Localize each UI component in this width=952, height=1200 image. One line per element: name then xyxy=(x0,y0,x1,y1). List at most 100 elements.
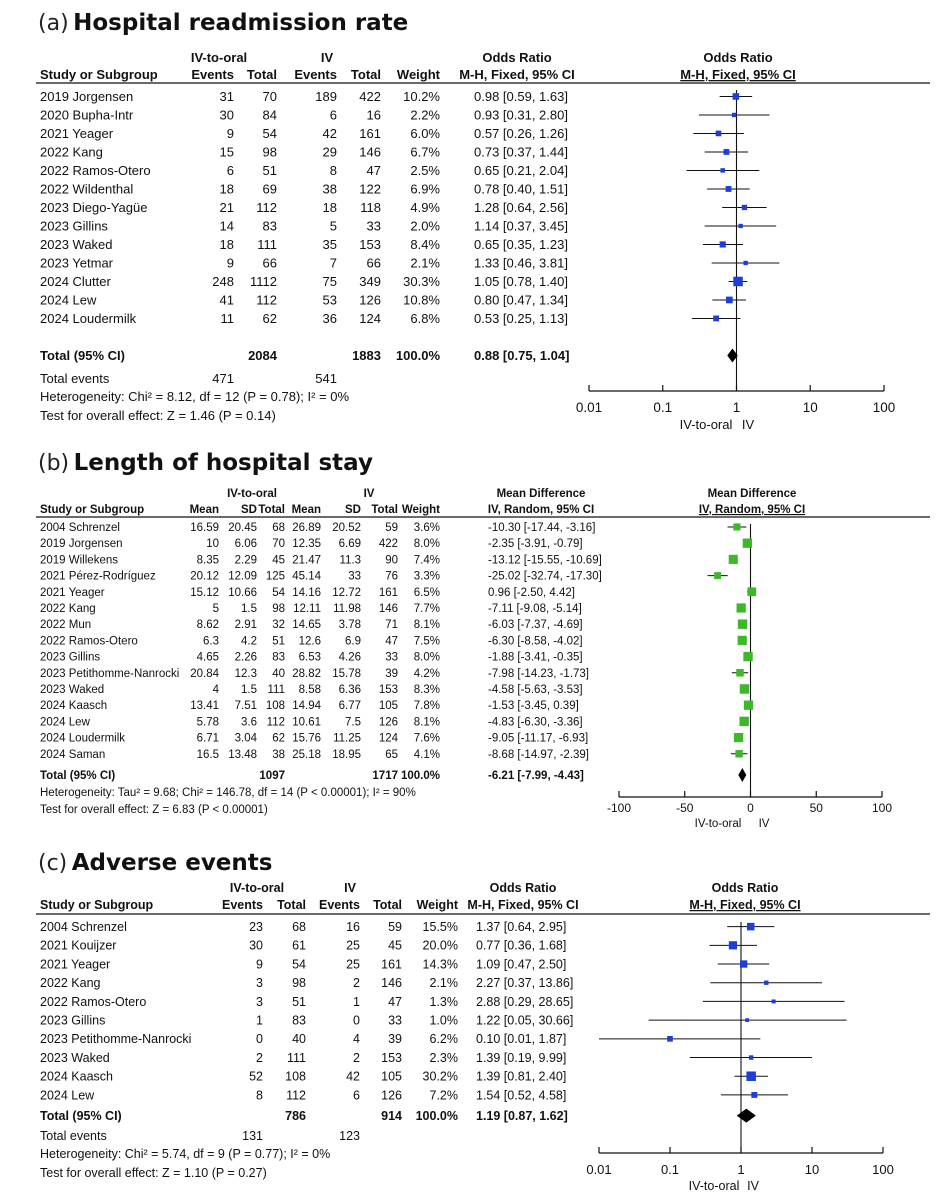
total-1: 51 xyxy=(272,635,285,647)
mean-1: 6.71 xyxy=(197,733,219,745)
total-2: 146 xyxy=(381,976,402,990)
total-label: Total (95% CI) xyxy=(40,348,125,363)
effect-ci-text: 0.77 [0.36, 1.68] xyxy=(476,939,566,953)
study-name: 2023 Gillins xyxy=(40,652,100,664)
panel-name: Adverse events xyxy=(71,850,273,876)
point-estimate-square xyxy=(731,112,737,118)
total-weight: 100.0% xyxy=(396,348,441,363)
point-estimate-square xyxy=(743,700,754,710)
study-weight: 7.5% xyxy=(414,635,440,647)
study-name: 2023 Waked xyxy=(40,237,113,252)
sd-1: 3.6 xyxy=(241,716,257,728)
sd2-column-header: SD xyxy=(345,504,361,516)
study-name: 2021 Pérez-Rodríguez xyxy=(40,571,156,583)
total-1: 111 xyxy=(287,1051,306,1065)
events1-column-header: Events xyxy=(222,898,263,912)
mean-1: 20.84 xyxy=(190,668,219,680)
total-effect-ci: 0.88 [0.75, 1.04] xyxy=(474,348,569,363)
pooled-diamond xyxy=(727,348,738,363)
effect-subheader: M-H, Fixed, 95% CI xyxy=(467,898,578,912)
total-1: 70 xyxy=(263,89,277,104)
effect-ci-text: -9.05 [-11.17, -6.93] xyxy=(488,733,588,745)
plot-subheader: M-H, Fixed, 95% CI xyxy=(680,67,796,82)
x-tick-label: 100 xyxy=(872,801,892,815)
weight-column-header: Weight xyxy=(417,898,459,912)
events-1: 9 xyxy=(227,256,234,271)
events-1: 30 xyxy=(220,108,234,123)
events-2: 16 xyxy=(346,920,360,934)
sd-2: 3.78 xyxy=(339,619,361,631)
total-1: 62 xyxy=(272,733,285,745)
study-weight: 14.3% xyxy=(423,957,458,971)
total-1: 111 xyxy=(268,684,285,696)
sd-1: 20.45 xyxy=(228,522,257,534)
mean-2: 14.16 xyxy=(292,587,321,599)
mean-2: 14.94 xyxy=(292,700,321,712)
total-n-1: 786 xyxy=(285,1109,306,1123)
mean-2: 21.47 xyxy=(292,554,321,566)
forest-plot-length-of-stay: IV-to-oral IV Mean Difference Mean Differen… xyxy=(36,488,930,830)
point-estimate-square xyxy=(739,960,748,968)
group1-header: IV-to-oral xyxy=(191,50,247,65)
total-2: 47 xyxy=(388,995,402,1009)
x-tick-label: 1 xyxy=(737,1162,744,1177)
plot-subheader: M-H, Fixed, 95% CI xyxy=(689,898,800,912)
favours-right-label: IV xyxy=(747,1179,759,1193)
effect-ci-text: -2.35 [-3.91, -0.79] xyxy=(488,538,583,550)
total-1: 54 xyxy=(292,957,306,971)
mean-1: 5.78 xyxy=(197,716,219,728)
study-weight: 7.2% xyxy=(430,1088,459,1102)
total1-column-header: Total xyxy=(277,898,306,912)
study-name: 2022 Kang xyxy=(40,976,101,990)
point-estimate-square xyxy=(736,603,746,613)
mean-1: 20.12 xyxy=(190,571,219,583)
mean-2: 15.76 xyxy=(292,733,321,745)
study-column-header: Study or Subgroup xyxy=(40,67,158,82)
study-name: 2024 Loudermilk xyxy=(40,733,125,745)
point-estimate-square xyxy=(737,619,748,629)
group2-header: IV xyxy=(321,50,334,65)
total-label: Total (95% CI) xyxy=(40,770,115,782)
weight-column-header: Weight xyxy=(402,504,440,516)
study-name: 2022 Ramos-Otero xyxy=(40,163,151,178)
study-name: 2023 Petithomme-Nanrocki xyxy=(40,1032,191,1046)
events-2: 25 xyxy=(346,939,360,953)
effect-ci-text: -7.98 [-14.23, -1.73] xyxy=(488,668,589,680)
overall-effect-text: Test for overall effect: Z = 1.10 (P = 0… xyxy=(40,1166,267,1180)
total-events-label: Total events xyxy=(40,371,110,386)
events-2: 25 xyxy=(346,957,360,971)
total-2: 126 xyxy=(359,293,381,308)
effect-ci-text: -6.03 [-7.37, -4.69] xyxy=(488,619,583,631)
total-2: 39 xyxy=(388,1032,402,1046)
point-estimate-square xyxy=(725,186,732,192)
study-weight: 2.0% xyxy=(410,219,440,234)
total-2: 161 xyxy=(379,587,398,599)
total2-column-header: Total xyxy=(351,67,381,82)
group1-header: IV-to-oral xyxy=(230,881,284,895)
study-weight: 3.6% xyxy=(414,522,440,534)
point-estimate-square xyxy=(739,716,749,727)
effect-ci-text: 0.10 [0.01, 1.87] xyxy=(476,1032,566,1046)
point-estimate-square xyxy=(738,223,743,229)
study-weight: 2.1% xyxy=(410,256,440,271)
sd-1: 7.51 xyxy=(235,700,257,712)
total-2: 59 xyxy=(385,522,398,534)
events-1: 18 xyxy=(220,237,234,252)
x-tick-label: 50 xyxy=(810,801,824,815)
total-2: 59 xyxy=(388,920,402,934)
study-column-header: Study or Subgroup xyxy=(40,504,144,516)
study-name: 2024 Clutter xyxy=(40,274,111,289)
heterogeneity-text: Heterogeneity: Tau² = 9.68; Chi² = 146.7… xyxy=(40,787,416,799)
effect-ci-text: 2.88 [0.29, 28.65] xyxy=(476,995,573,1009)
total-events-1: 131 xyxy=(242,1129,263,1143)
study-weight: 30.3% xyxy=(403,274,440,289)
point-estimate-square xyxy=(742,538,753,548)
mean1-column-header: Mean xyxy=(190,504,219,516)
effect-header: Odds Ratio xyxy=(482,50,551,65)
favours-right-label: IV xyxy=(742,417,755,432)
study-weight: 7.8% xyxy=(414,700,440,712)
study-weight: 1.0% xyxy=(430,1014,459,1028)
study-name: 2022 Ramos-Otero xyxy=(40,635,138,647)
events-1: 41 xyxy=(220,293,234,308)
sd-1: 4.2 xyxy=(241,635,257,647)
